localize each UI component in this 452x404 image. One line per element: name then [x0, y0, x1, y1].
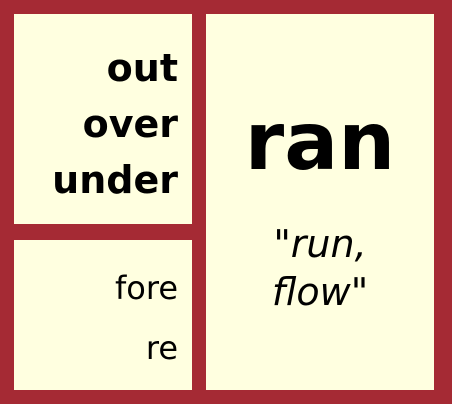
regular-prefix-list: fore re [115, 258, 178, 378]
prefix-out: out [106, 46, 178, 90]
meaning-line-2: flow" [271, 270, 369, 314]
meaning-line-1: "run, [273, 222, 367, 266]
regular-prefix-panel: fore re [14, 240, 192, 390]
bold-prefix-panel: out over under [14, 14, 192, 224]
prefix-under: under [52, 158, 178, 202]
word-meaning: "run, flow" [206, 220, 434, 316]
main-word: ran [244, 95, 396, 188]
prefix-re: re [145, 329, 178, 367]
prefix-fore: fore [115, 269, 178, 307]
bold-prefix-list: out over under [52, 40, 178, 208]
word-panel: ran "run, flow" [206, 14, 434, 390]
prefix-over: over [82, 102, 178, 146]
